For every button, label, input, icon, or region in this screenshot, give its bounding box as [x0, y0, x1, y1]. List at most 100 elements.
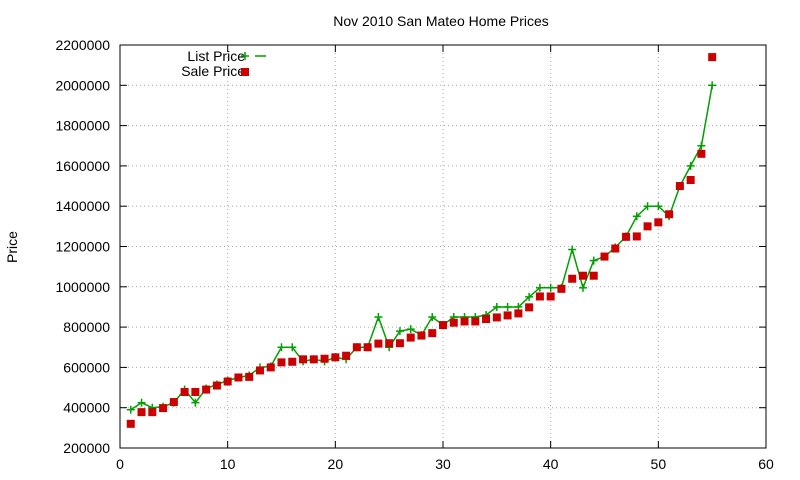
data-point-sale-price	[169, 398, 178, 407]
data-point-sale-price	[514, 309, 523, 318]
data-point-sale-price	[191, 387, 200, 396]
data-point-sale-price	[374, 339, 383, 348]
data-point-list-price	[137, 398, 146, 407]
data-point-sale-price	[600, 252, 609, 261]
data-point-sale-price	[309, 355, 318, 364]
data-point-sale-price	[622, 232, 631, 241]
data-point-list-price	[535, 283, 544, 292]
data-point-sale-price	[686, 176, 695, 185]
x-tick-label: 20	[328, 456, 344, 472]
legend-label-sale-price: Sale Price	[181, 63, 245, 79]
data-point-sale-price	[675, 182, 684, 191]
series-1	[126, 53, 717, 428]
data-point-sale-price	[277, 358, 286, 367]
legend-marker-sale-price	[241, 68, 249, 76]
data-point-list-price	[654, 202, 663, 211]
y-axis-label: Price	[4, 231, 20, 263]
data-point-sale-price	[223, 377, 232, 386]
data-point-sale-price	[578, 271, 587, 280]
data-point-list-price	[492, 302, 501, 311]
data-point-list-price	[406, 325, 415, 334]
y-tick-label: 2000000	[55, 77, 110, 93]
y-tick-label: 600000	[63, 359, 110, 375]
y-tick-label: 1000000	[55, 279, 110, 295]
data-point-sale-price	[212, 381, 221, 390]
data-point-sale-price	[331, 353, 340, 362]
data-point-list-price	[277, 343, 286, 352]
data-point-list-price	[632, 212, 641, 221]
data-point-sale-price	[417, 331, 426, 340]
data-point-sale-price	[557, 284, 566, 293]
data-point-sale-price	[546, 292, 555, 301]
data-point-sale-price	[395, 339, 404, 348]
data-point-sale-price	[180, 387, 189, 396]
data-point-sale-price	[266, 363, 275, 372]
data-point-list-price	[503, 302, 512, 311]
data-point-list-price	[578, 283, 587, 292]
y-tick-label: 2200000	[55, 37, 110, 53]
data-point-list-price	[288, 343, 297, 352]
data-point-sale-price	[503, 311, 512, 320]
x-tick-label: 60	[758, 456, 774, 472]
data-point-sale-price	[288, 357, 297, 366]
data-point-list-price	[568, 245, 577, 254]
data-point-sale-price	[202, 385, 211, 394]
data-point-sale-price	[342, 351, 351, 360]
x-tick-label: 0	[116, 456, 124, 472]
data-point-sale-price	[471, 317, 480, 326]
data-point-sale-price	[363, 343, 372, 352]
data-point-list-price	[708, 81, 717, 90]
y-tick-label: 800000	[63, 319, 110, 335]
data-point-list-price	[428, 313, 437, 322]
data-point-sale-price	[148, 408, 157, 417]
data-point-list-price	[395, 327, 404, 336]
x-tick-label: 10	[220, 456, 236, 472]
data-point-sale-price	[406, 333, 415, 342]
data-point-sale-price	[643, 222, 652, 231]
data-point-sale-price	[697, 149, 706, 158]
data-point-sale-price	[137, 408, 146, 417]
data-point-sale-price	[708, 53, 717, 62]
plot-frame	[119, 44, 767, 449]
data-point-sale-price	[245, 372, 254, 381]
data-point-sale-price	[665, 210, 674, 219]
data-point-sale-price	[439, 321, 447, 330]
data-point-list-price	[697, 141, 706, 150]
data-point-sale-price	[492, 313, 501, 322]
data-point-sale-price	[126, 419, 135, 428]
data-point-sale-price	[654, 218, 663, 227]
data-point-sale-price	[234, 373, 243, 382]
data-point-sale-price	[482, 315, 491, 324]
data-point-sale-price	[611, 244, 620, 253]
data-point-sale-price	[299, 355, 308, 364]
data-point-list-price	[686, 161, 695, 170]
axis-ticks: 0 10 20 30 40 50 60 200000 400000 600000 800000 100…	[55, 37, 774, 472]
x-tick-label: 30	[435, 456, 451, 472]
y-tick-label: 1800000	[55, 118, 110, 134]
y-tick-label: 1400000	[55, 198, 110, 214]
data-point-sale-price	[535, 292, 544, 301]
data-point-sale-price	[525, 303, 534, 312]
data-point-list-price	[191, 398, 200, 407]
y-tick-label: 1200000	[55, 239, 110, 255]
x-tick-label: 40	[543, 456, 559, 472]
x-tick-label: 50	[651, 456, 667, 472]
series-0	[126, 81, 717, 414]
chart-title: Nov 2010 San Mateo Home Prices	[333, 13, 549, 29]
data-point-list-price	[546, 283, 555, 292]
series-line-list-price	[130, 85, 713, 411]
data-point-sale-price	[352, 343, 361, 352]
data-point-sale-price	[159, 404, 168, 413]
data-point-list-price	[126, 405, 135, 414]
y-tick-label: 1600000	[55, 158, 110, 174]
data-point-sale-price	[589, 271, 598, 280]
data-point-sale-price	[460, 317, 469, 326]
data-point-list-price	[525, 292, 534, 301]
data-point-sale-price	[449, 318, 458, 327]
y-tick-label: 200000	[63, 440, 110, 456]
y-tick-label: 400000	[63, 400, 110, 416]
legend-marker-list-price	[241, 52, 249, 60]
data-point-sale-price	[632, 232, 641, 241]
data-point-sale-price	[428, 329, 437, 338]
